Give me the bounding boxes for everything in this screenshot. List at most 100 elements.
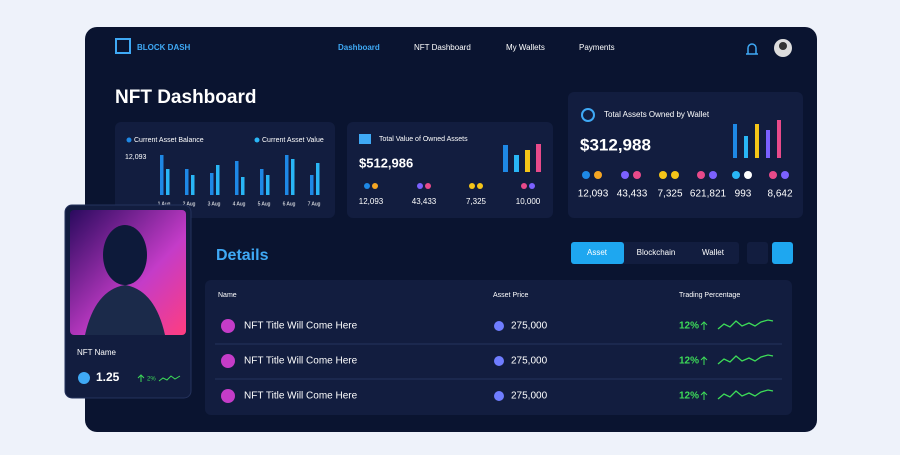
deco-bar — [291, 159, 295, 195]
deco-bar — [160, 155, 164, 195]
coin-dot — [417, 183, 423, 189]
nft-price: 1.25 — [96, 370, 120, 384]
up-arrow — [700, 391, 708, 400]
coin-dot — [709, 171, 717, 179]
page-title: NFT Dashboard — [115, 87, 256, 108]
trading-percent: 12% — [679, 321, 699, 332]
nav-link[interactable]: Payments — [579, 43, 615, 52]
day-label: 2 Aug — [183, 201, 196, 207]
stat-value: 43,433 — [412, 197, 437, 206]
nft-name: NFT Name — [77, 348, 117, 357]
nft-figure — [103, 225, 147, 285]
nft-title[interactable]: NFT Title Will Come Here — [244, 321, 358, 332]
owned-card — [347, 122, 553, 218]
deco-bar — [216, 165, 220, 195]
day-label: 7 Aug — [308, 201, 321, 207]
mini-bars: 1 Aug 2 Aug 3 Aug 4 Aug 5 Aug 6 Aug 7 Aug — [158, 155, 321, 207]
deco-bar — [185, 169, 189, 195]
nft-title[interactable]: NFT Title Will Come Here — [244, 356, 358, 367]
tab[interactable]: Wallet — [702, 248, 725, 257]
asset-price: 275,000 — [511, 391, 548, 402]
wallet-card — [568, 92, 803, 218]
deco-bar — [744, 136, 748, 158]
grid-view-button[interactable] — [747, 242, 768, 264]
coin-dot — [732, 171, 740, 179]
nft-change: 2% — [147, 377, 156, 383]
nav-link[interactable]: My Wallets — [506, 43, 545, 52]
coin-dot — [769, 171, 777, 179]
stat-value: 43,433 — [617, 189, 648, 200]
day-label: 4 Aug — [233, 201, 246, 207]
deco-bar — [525, 150, 530, 172]
stat-value: 7,325 — [466, 197, 487, 206]
coin-dot — [633, 171, 641, 179]
eth-icon — [494, 391, 504, 401]
sparkline — [158, 375, 181, 382]
coin-dot — [364, 183, 370, 189]
stats: 12,093 43,433 7,325 621,821 993 8,642 — [578, 171, 793, 200]
tab[interactable]: Asset — [587, 248, 608, 257]
list-view-button[interactable] — [772, 242, 793, 264]
column-header: Name — [218, 292, 237, 299]
coin-dot — [582, 171, 590, 179]
day-label: 3 Aug — [208, 201, 221, 207]
stat-value: 10,000 — [516, 197, 541, 206]
coin-dot — [671, 171, 679, 179]
balance-card — [115, 122, 335, 218]
coin-dot — [744, 171, 752, 179]
bell-icon[interactable] — [746, 43, 758, 55]
deco-bar — [503, 145, 508, 172]
card-title: Total Assets Owned by Wallet — [604, 110, 710, 119]
legend-dot — [254, 137, 260, 143]
coin-dot — [372, 183, 378, 189]
table-rows: NFT Title Will Come Here 275,000 12% NFT Ti… — [215, 319, 782, 403]
icon — [359, 134, 371, 144]
coin-dot — [594, 171, 602, 179]
up-arrow — [700, 356, 708, 365]
deco-bar — [260, 169, 264, 195]
deco-bar — [777, 120, 781, 158]
up-arrow — [137, 374, 145, 382]
stat-value: 7,325 — [657, 189, 682, 200]
deco-bar — [755, 124, 759, 158]
sparkline — [717, 354, 774, 365]
asset-price: 275,000 — [511, 356, 548, 367]
brand: BLOCK DASH — [137, 43, 191, 52]
day-label: 6 Aug — [283, 201, 296, 207]
coin-dot — [781, 171, 789, 179]
card-total: $312,988 — [580, 135, 651, 154]
tab[interactable]: Blockchain — [637, 248, 676, 257]
nft-figure — [85, 285, 165, 335]
eth-icon — [494, 321, 504, 331]
stat-value: 12,093 — [578, 189, 609, 200]
nft-title[interactable]: NFT Title Will Come Here — [244, 391, 358, 402]
nav-link[interactable]: NFT Dashboard — [414, 43, 471, 52]
stats: 12,093 43,433 7,325 10,000 — [359, 183, 541, 206]
deco-bar — [733, 124, 737, 158]
coin-dot — [697, 171, 705, 179]
details-title: Details — [216, 247, 269, 264]
asset-price: 275,000 — [511, 321, 548, 332]
deco-bar — [210, 173, 214, 195]
nav-link[interactable]: Dashboard — [338, 43, 380, 52]
deco-bars — [733, 120, 781, 158]
deco-bar — [514, 155, 519, 172]
deco-bar — [235, 161, 239, 195]
coin-dot — [477, 183, 483, 189]
nft-thumb — [221, 319, 235, 333]
tab-active[interactable] — [571, 242, 624, 264]
eth-icon — [78, 372, 90, 384]
column-header: Trading Percentage — [679, 292, 740, 299]
column-header: Asset Price — [493, 292, 529, 299]
deco-bar — [285, 155, 289, 195]
deco-bar — [191, 175, 195, 195]
table — [205, 280, 792, 415]
logo — [115, 38, 131, 54]
deco-bar — [166, 169, 170, 195]
stat-value: 621,821 — [690, 189, 727, 200]
coin-dot — [659, 171, 667, 179]
day-label: 5 Aug — [258, 201, 271, 207]
deco-bar — [316, 163, 320, 195]
up-arrow — [700, 321, 708, 330]
